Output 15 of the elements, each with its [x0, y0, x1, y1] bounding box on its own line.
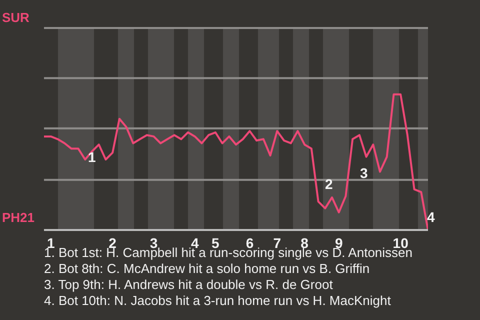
ref-line-label: SUR [2, 10, 30, 25]
x-tick-label: 10 [392, 234, 409, 251]
x-tick-label: 3 [150, 234, 158, 251]
annotation: 3 [360, 165, 368, 181]
x-tick-label: 2 [108, 234, 117, 251]
x-tick-label: 5 [212, 234, 220, 251]
text: PH21 [2, 210, 35, 225]
text: 2. Bot 8th: C. McAndrew hit a solo home run vs B. Griffin [44, 261, 371, 277]
annotation: 2 [325, 176, 333, 192]
x-tick-label: 6 [246, 234, 254, 251]
annotation: 1 [88, 149, 96, 165]
x-tick-label: 7 [273, 234, 282, 251]
annotation: 4 [427, 209, 435, 225]
text: 4. Bot 10th: N. Jacobs hit a 3-run home run vs H. MacKnight [44, 293, 392, 309]
text: 3. Top 9th: H. Andrews hit a double vs R. de Groot [44, 277, 334, 293]
